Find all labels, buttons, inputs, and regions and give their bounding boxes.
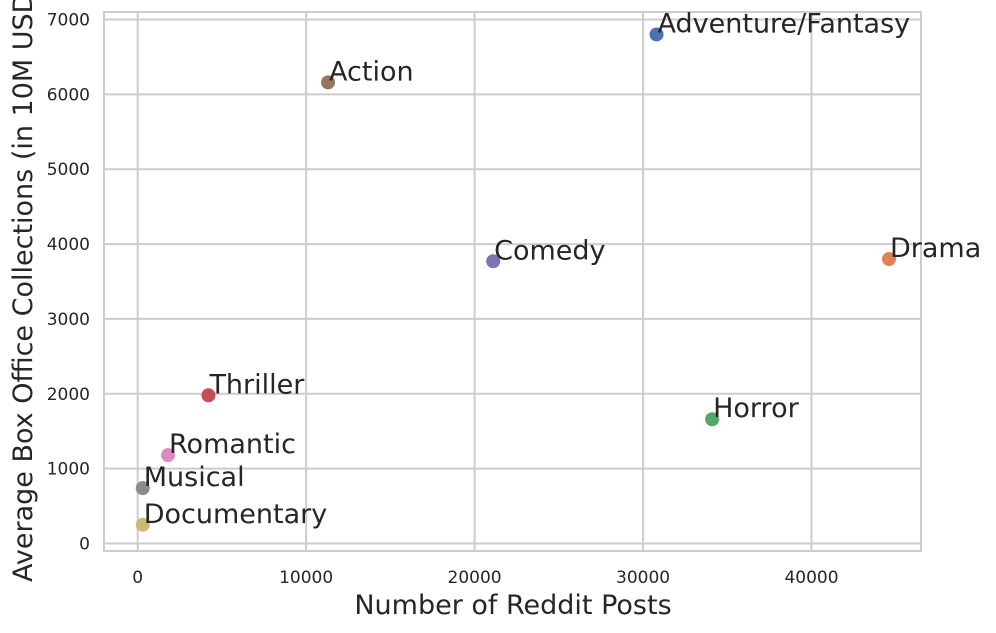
data-points: Adventure/Fantasy Drama Horror Thriller Come…: [135, 8, 981, 532]
data-point: [135, 481, 150, 496]
y-tick-label: 3000: [47, 310, 90, 330]
y-tick-label: 2000: [47, 385, 90, 405]
point-label: Musical: [144, 462, 245, 493]
data-point: [649, 27, 664, 42]
data-point: [201, 388, 216, 403]
y-tick-label: 0: [79, 535, 90, 555]
point-label: Documentary: [144, 499, 328, 530]
data-point: [705, 412, 720, 427]
x-tick-label: 40000: [784, 568, 838, 588]
data-point: [321, 75, 336, 90]
y-axis-title: Average Box Office Collections (in 10M U…: [8, 0, 39, 582]
tick-labels: 0 10000 20000 30000 40000 0 1000 2000 3000 4000 50…: [47, 10, 839, 588]
grid-lines: [104, 12, 921, 551]
x-tick-label: 30000: [616, 568, 670, 588]
point-label: Thriller: [208, 369, 305, 400]
data-point: [135, 517, 150, 532]
y-tick-label: 1000: [47, 460, 90, 480]
x-tick-label: 0: [132, 568, 143, 588]
plot-area: [103, 11, 922, 552]
point-label: Romantic: [169, 429, 296, 460]
x-tick-label: 20000: [448, 568, 502, 588]
y-tick-label: 5000: [47, 160, 90, 180]
point-label: Horror: [713, 393, 799, 424]
point-label: Adventure/Fantasy: [658, 8, 911, 39]
y-tick-label: 7000: [47, 10, 90, 30]
data-point: [486, 254, 501, 269]
x-tick-label: 10000: [279, 568, 333, 588]
point-label: Comedy: [494, 235, 605, 266]
data-point: [881, 252, 896, 267]
data-point: [161, 448, 176, 463]
point-label: Action: [329, 56, 414, 87]
x-axis-title: Number of Reddit Posts: [354, 590, 671, 621]
point-label: Drama: [890, 233, 981, 264]
y-tick-label: 6000: [47, 85, 90, 105]
y-tick-label: 4000: [47, 235, 90, 255]
